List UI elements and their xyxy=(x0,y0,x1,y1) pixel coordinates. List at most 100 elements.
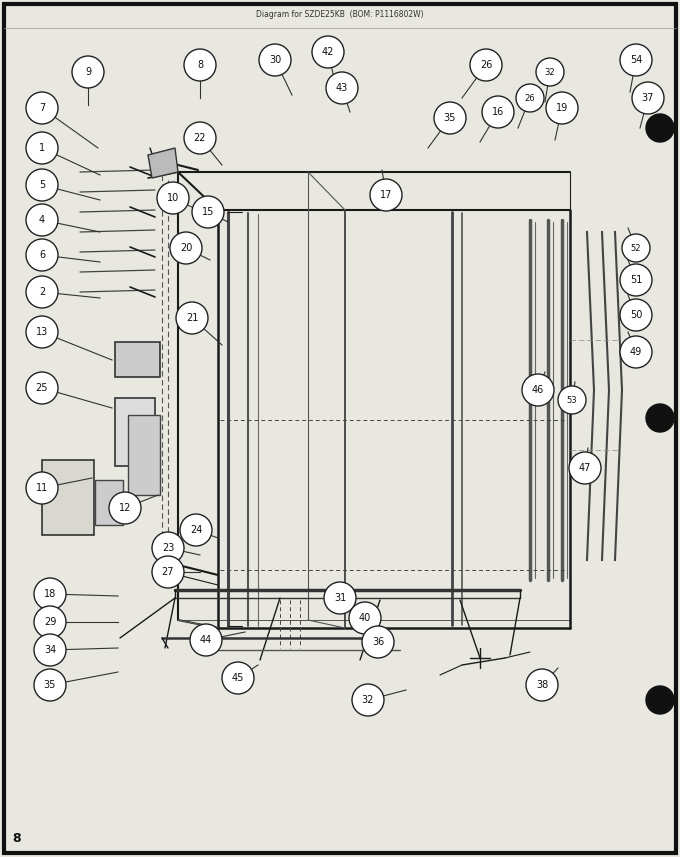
Text: 26: 26 xyxy=(525,93,535,103)
Text: 49: 49 xyxy=(630,347,642,357)
Text: 43: 43 xyxy=(336,83,348,93)
Circle shape xyxy=(536,58,564,86)
Text: 35: 35 xyxy=(44,680,56,690)
Circle shape xyxy=(26,169,58,201)
Circle shape xyxy=(622,234,650,262)
Circle shape xyxy=(222,662,254,694)
Text: 17: 17 xyxy=(380,190,392,200)
Text: 20: 20 xyxy=(180,243,192,253)
Text: 22: 22 xyxy=(194,133,206,143)
Circle shape xyxy=(646,404,674,432)
Text: 46: 46 xyxy=(532,385,544,395)
Circle shape xyxy=(26,92,58,124)
Circle shape xyxy=(646,686,674,714)
Circle shape xyxy=(184,122,216,154)
Text: 23: 23 xyxy=(162,543,174,553)
Text: 44: 44 xyxy=(200,635,212,645)
Text: 29: 29 xyxy=(44,617,56,627)
Circle shape xyxy=(34,634,66,666)
Text: 4: 4 xyxy=(39,215,45,225)
Circle shape xyxy=(26,276,58,308)
Circle shape xyxy=(259,44,291,76)
Circle shape xyxy=(522,374,554,406)
Text: 10: 10 xyxy=(167,193,179,203)
Circle shape xyxy=(569,452,601,484)
Text: 42: 42 xyxy=(322,47,334,57)
Text: 52: 52 xyxy=(631,243,641,253)
Circle shape xyxy=(470,49,502,81)
Text: 53: 53 xyxy=(566,395,577,405)
Bar xyxy=(115,342,160,377)
Text: 31: 31 xyxy=(334,593,346,603)
Circle shape xyxy=(152,532,184,564)
Text: 35: 35 xyxy=(444,113,456,123)
Text: 1: 1 xyxy=(39,143,45,153)
Circle shape xyxy=(34,606,66,638)
Circle shape xyxy=(558,386,586,414)
Circle shape xyxy=(157,182,189,214)
Text: 21: 21 xyxy=(186,313,198,323)
Circle shape xyxy=(180,514,212,546)
Text: 8: 8 xyxy=(12,832,20,845)
Circle shape xyxy=(109,492,141,524)
Text: 15: 15 xyxy=(202,207,214,217)
Circle shape xyxy=(482,96,514,128)
Text: 6: 6 xyxy=(39,250,45,260)
Text: Diagram for SZDE25KB  (BOM: P1116802W): Diagram for SZDE25KB (BOM: P1116802W) xyxy=(256,9,424,19)
Circle shape xyxy=(34,669,66,701)
Circle shape xyxy=(526,669,558,701)
Text: 24: 24 xyxy=(190,525,202,535)
Text: 27: 27 xyxy=(162,567,174,577)
Circle shape xyxy=(192,196,224,228)
Text: 7: 7 xyxy=(39,103,45,113)
Text: 32: 32 xyxy=(362,695,374,705)
Circle shape xyxy=(370,179,402,211)
Circle shape xyxy=(646,114,674,142)
Text: 16: 16 xyxy=(492,107,504,117)
Text: 36: 36 xyxy=(372,637,384,647)
Text: 19: 19 xyxy=(556,103,568,113)
Bar xyxy=(42,460,94,535)
Circle shape xyxy=(620,299,652,331)
Circle shape xyxy=(184,49,216,81)
Circle shape xyxy=(546,92,578,124)
Circle shape xyxy=(312,36,344,68)
Text: 26: 26 xyxy=(480,60,492,70)
Polygon shape xyxy=(148,148,178,178)
Text: 13: 13 xyxy=(36,327,48,337)
Circle shape xyxy=(190,624,222,656)
Bar xyxy=(95,480,123,525)
Circle shape xyxy=(26,132,58,164)
Text: 40: 40 xyxy=(359,613,371,623)
Circle shape xyxy=(326,72,358,104)
Circle shape xyxy=(26,316,58,348)
Bar xyxy=(115,398,155,466)
Bar xyxy=(128,415,160,495)
Circle shape xyxy=(352,684,384,716)
Circle shape xyxy=(26,204,58,236)
Text: 9: 9 xyxy=(85,67,91,77)
Text: 50: 50 xyxy=(630,310,642,320)
Text: 37: 37 xyxy=(642,93,654,103)
Text: 18: 18 xyxy=(44,589,56,599)
Text: 51: 51 xyxy=(630,275,642,285)
Circle shape xyxy=(152,556,184,588)
Circle shape xyxy=(34,578,66,610)
Text: 54: 54 xyxy=(630,55,642,65)
Circle shape xyxy=(434,102,466,134)
Circle shape xyxy=(72,56,104,88)
Text: 8: 8 xyxy=(197,60,203,70)
Text: 12: 12 xyxy=(119,503,131,513)
Text: 47: 47 xyxy=(579,463,591,473)
Circle shape xyxy=(620,336,652,368)
Text: 34: 34 xyxy=(44,645,56,655)
Circle shape xyxy=(349,602,381,634)
Circle shape xyxy=(516,84,544,112)
Text: 32: 32 xyxy=(545,68,556,76)
Text: 11: 11 xyxy=(36,483,48,493)
Text: 2: 2 xyxy=(39,287,45,297)
Text: 25: 25 xyxy=(36,383,48,393)
Circle shape xyxy=(26,472,58,504)
Text: 30: 30 xyxy=(269,55,281,65)
Circle shape xyxy=(620,264,652,296)
